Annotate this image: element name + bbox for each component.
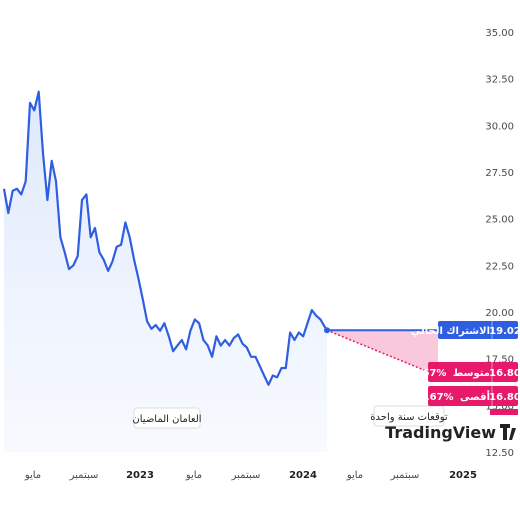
- svg-text:−11.67% متوسط: −11.67% متوسط: [396, 368, 490, 379]
- svg-text:TradingView: TradingView: [385, 423, 496, 442]
- x-tick-label: مايو: [346, 470, 363, 481]
- high-forecast-label: أقصى: [460, 390, 490, 403]
- y-tick-label: 22.50: [485, 261, 514, 272]
- price-area: [4, 91, 327, 452]
- past-panel-label: العامان الماضيان: [132, 407, 202, 429]
- forecast-area: [326, 329, 439, 377]
- x-tick-label: سبتمبر: [69, 470, 99, 481]
- x-axis: مايو سبتمبر 2023 مايو سبتمبر 2024 مايو سبتمبر 20…: [24, 470, 477, 481]
- x-tick-label: مايو: [24, 470, 41, 481]
- tradingview-logo-icon: [500, 424, 516, 440]
- x-tick-label: سبتمبر: [390, 470, 420, 481]
- y-tick-label: 20.00: [485, 308, 514, 319]
- high-forecast-value: 16.80: [489, 392, 520, 403]
- x-tick-label: 2023: [126, 470, 154, 481]
- y-tick-label: 30.00: [485, 121, 514, 132]
- y-tick-label: 35.00: [485, 28, 514, 39]
- x-tick-label: مايو: [185, 470, 202, 481]
- last-price-point: [324, 327, 330, 334]
- x-tick-label: 2025: [449, 470, 477, 481]
- high-forecast-tag: −11.67% أقصى 16.80: [404, 386, 520, 406]
- svg-text:العامان الماضيان: العامان الماضيان: [132, 414, 201, 425]
- y-tick-label: 15.00: [485, 401, 514, 412]
- forecast-panel-label: توقعات سنة واحدة: [370, 405, 448, 427]
- current-price-label: الاشتراك الحالي: [411, 326, 490, 337]
- y-tick-label: 32.50: [485, 75, 514, 86]
- y-tick-label: 12.50: [485, 448, 514, 459]
- low-forecast-tag: [490, 409, 518, 415]
- high-forecast-change: −11.67%: [404, 392, 454, 403]
- x-tick-label: سبتمبر: [231, 470, 261, 481]
- average-forecast-change: −11.67%: [396, 368, 446, 379]
- price-line: [2, 90, 330, 386]
- average-forecast-label: متوسط: [453, 368, 490, 379]
- price-area-fill: [4, 91, 327, 452]
- price-series-line: [2, 90, 328, 386]
- y-tick-label: 27.50: [485, 168, 514, 179]
- tradingview-logo: TradingView: [385, 423, 516, 442]
- y-tick-label: 17.50: [485, 355, 514, 366]
- svg-text:−11.67% أقصى: −11.67% أقصى: [404, 390, 490, 403]
- current-price-value: 19.02: [489, 326, 520, 337]
- average-forecast-value: 16.80: [489, 368, 520, 379]
- y-axis: 35.00 32.50 30.00 27.50 25.00 22.50 20.00 17.50…: [485, 28, 514, 459]
- current-price-tag: الاشتراك الحالي 19.02: [411, 321, 520, 339]
- svg-text:توقعات سنة واحدة: توقعات سنة واحدة: [370, 412, 448, 423]
- x-tick-label: 2024: [289, 470, 317, 481]
- average-forecast-tag: −11.67% متوسط 16.80: [396, 362, 520, 382]
- y-tick-label: 25.00: [485, 215, 514, 226]
